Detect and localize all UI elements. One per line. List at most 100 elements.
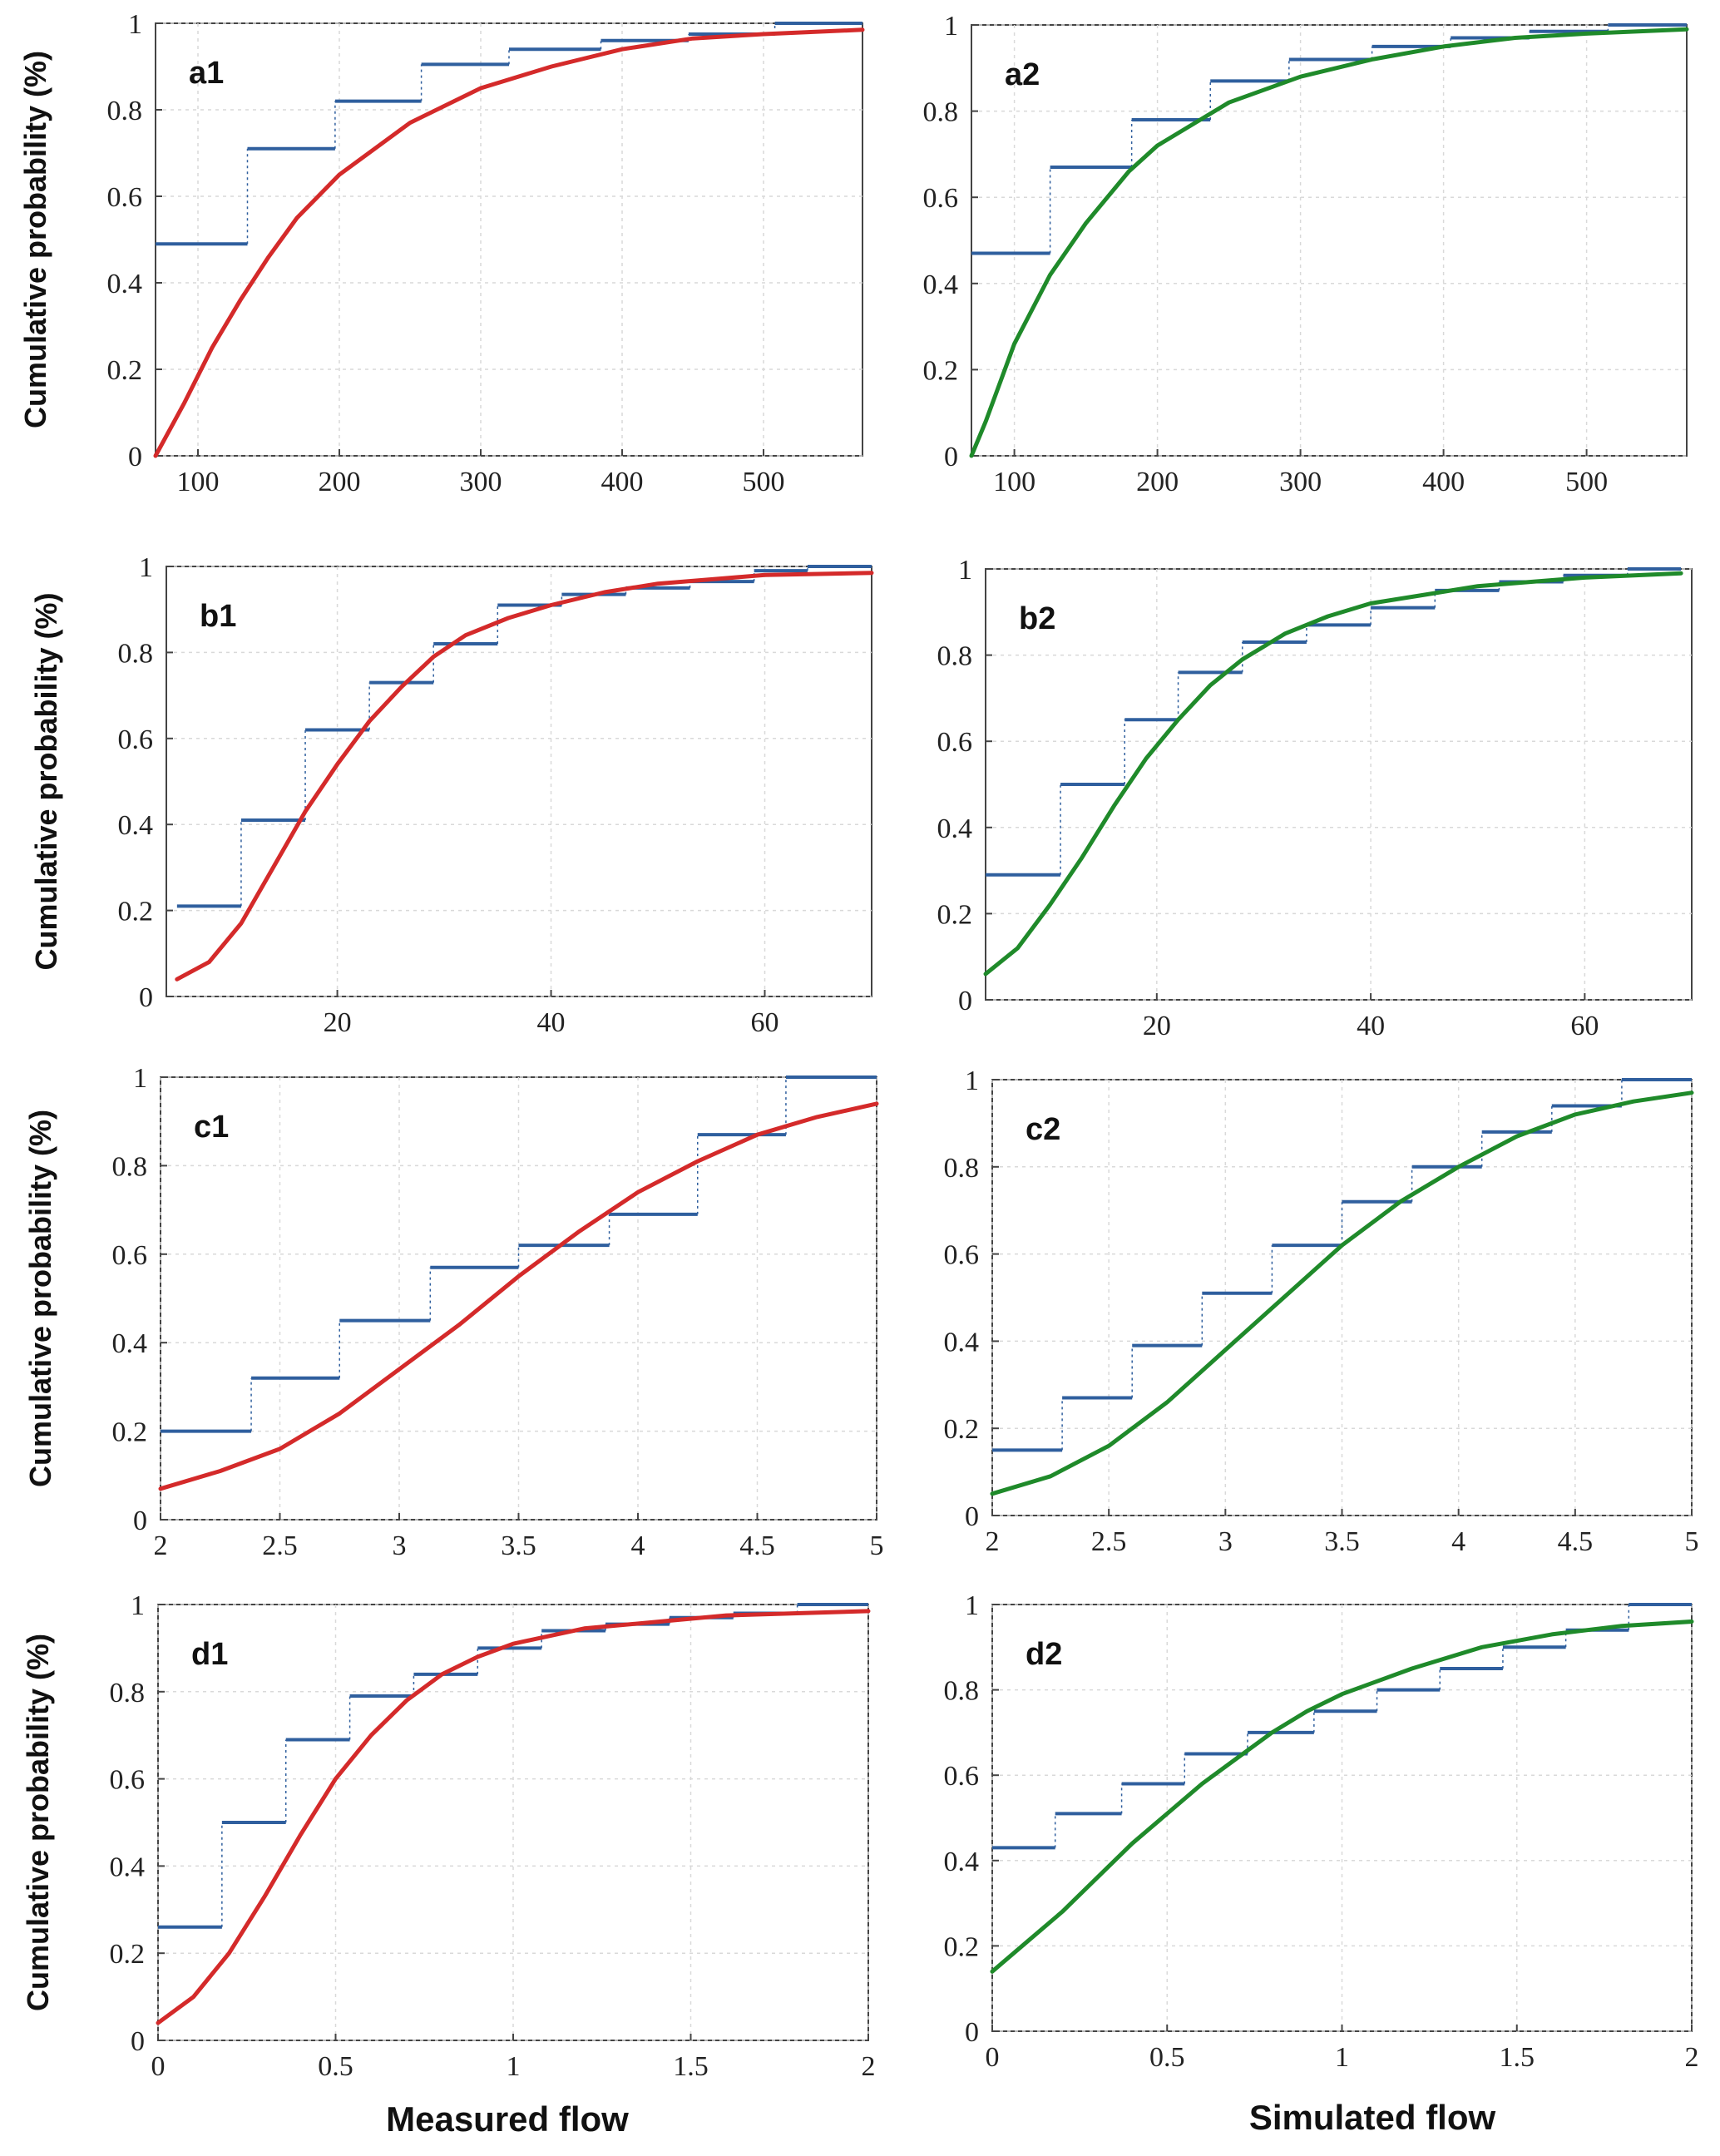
x-tick-label: 3.5 — [1324, 1526, 1360, 1557]
y-axis-title: Cumulative probability (%) — [23, 1110, 57, 1487]
y-tick-label: 0.4 — [923, 270, 959, 300]
panel-c1: 2 2.5 3 3.5 4 4.5 5 0 0.2 0.4 0.6 0.8 1 c1 Cumulative … — [23, 1063, 884, 1561]
y-tick-label: 0.8 — [944, 1153, 980, 1184]
y-tick-label: 0.6 — [110, 1765, 146, 1796]
y-tick-label: 0 — [131, 2026, 145, 2057]
y-axis-title: Cumulative probability (%) — [18, 51, 52, 428]
y-tick-label: 0.6 — [118, 724, 154, 755]
x-tick-label: 500 — [1565, 467, 1608, 497]
panel-d1: 0 0.5 1 1.5 2 0 0.2 0.4 0.6 0.8 1 d1 Cumulative prob… — [21, 1590, 876, 2082]
x-tick-label: 400 — [601, 467, 644, 497]
y-tick-label: 0.6 — [944, 1240, 980, 1271]
y-tick-label: 1 — [133, 1063, 147, 1094]
x-tick-label: 1.5 — [673, 2051, 709, 2082]
y-tick-label: 0 — [965, 1501, 979, 1532]
y-tick-label: 0.2 — [110, 1939, 146, 1970]
x-tick-label: 4 — [1451, 1526, 1465, 1557]
y-tick-label: 0.4 — [112, 1328, 148, 1359]
plot-frame — [166, 566, 872, 997]
fitted-cdf-curve — [158, 1101, 879, 1491]
x-tick-label: 0.5 — [1149, 2042, 1185, 2073]
y-tick-label: 0.2 — [944, 1931, 980, 1962]
x-tick-label: 500 — [743, 467, 785, 497]
x-tick-label: 60 — [1570, 1011, 1599, 1041]
y-tick-label: 0.8 — [110, 1678, 146, 1708]
y-tick-label: 0.2 — [107, 355, 143, 386]
y-tick-label: 1 — [965, 1590, 979, 1621]
y-tick-label: 0.4 — [937, 813, 973, 844]
panel-d2: 0 0.5 1 1.5 2 0 0.2 0.4 0.6 0.8 1 d2 — [944, 1590, 1699, 2073]
y-tick-label: 0.6 — [107, 182, 143, 213]
x-tick-label: 300 — [1279, 467, 1322, 497]
y-tick-label: 0.6 — [923, 183, 959, 214]
x-tick-label: 300 — [460, 467, 502, 497]
x-tick-label: 0.5 — [318, 2051, 353, 2082]
y-tick-label: 0.2 — [112, 1417, 148, 1448]
y-tick-label: 0.6 — [937, 727, 973, 758]
y-tick-label: 0.2 — [118, 897, 154, 927]
x-tick-label: 2 — [986, 1526, 1000, 1557]
x-title-simulated: Simulated flow — [1249, 2098, 1496, 2137]
x-tick-label: 400 — [1422, 467, 1465, 497]
fitted-cdf-curve — [153, 27, 865, 458]
y-tick-label: 0.4 — [944, 1847, 980, 1877]
panel-a2: 100 200 300 400 500 0 0.2 0.4 0.6 0.8 1 a2 — [923, 11, 1689, 497]
y-tick-label: 0.4 — [118, 810, 154, 841]
plot-frame — [991, 1604, 1693, 2032]
plot-frame — [971, 24, 1688, 457]
y-axis-title: Cumulative probability (%) — [21, 1634, 55, 2011]
x-tick-label: 2 — [1685, 2042, 1699, 2073]
x-tick-label: 3.5 — [501, 1530, 536, 1561]
x-tick-label: 200 — [1136, 467, 1179, 497]
y-tick-label: 0.6 — [112, 1240, 148, 1271]
panel-c2: 2 2.5 3 3.5 4 4.5 5 0 0.2 0.4 0.6 0.8 1 c2 — [944, 1066, 1699, 1557]
panel-label: a2 — [1005, 57, 1040, 92]
panel-label: b1 — [200, 599, 236, 634]
y-tick-label: 0.4 — [110, 1852, 146, 1882]
panel-a1: 100 200 300 400 500 0 0.2 0.4 0.6 0.8 1 a1 Cumulativ… — [18, 9, 865, 497]
panel-b1: 20 40 60 0 0.2 0.4 0.6 0.8 1 b1 Cumulative probabi… — [29, 552, 874, 1038]
x-tick-label: 200 — [319, 467, 361, 497]
panel-label: a1 — [189, 56, 224, 91]
x-tick-label: 2 — [154, 1530, 168, 1561]
x-tick-label: 100 — [993, 467, 1035, 497]
panel-label: c1 — [194, 1110, 229, 1145]
panel-label: b2 — [1019, 601, 1055, 636]
y-tick-label: 0.2 — [944, 1414, 980, 1445]
x-tick-label: 2.5 — [1091, 1526, 1127, 1557]
y-tick-label: 0.8 — [937, 641, 973, 672]
y-tick-label: 0.8 — [107, 96, 143, 126]
x-title-measured: Measured flow — [386, 2099, 629, 2139]
panel-b2: 20 40 60 0 0.2 0.4 0.6 0.8 1 b2 — [937, 555, 1693, 1041]
y-tick-label: 0.2 — [937, 899, 973, 930]
y-tick-label: 1 — [139, 552, 153, 583]
x-tick-label: 20 — [324, 1007, 352, 1038]
x-tick-label: 4.5 — [739, 1530, 775, 1561]
y-tick-label: 0.8 — [944, 1676, 980, 1707]
y-tick-label: 0 — [133, 1506, 147, 1536]
panel-label: d1 — [191, 1637, 228, 1672]
panel-label: d2 — [1026, 1637, 1062, 1672]
x-tick-label: 60 — [751, 1007, 779, 1038]
x-tick-label: 3 — [1218, 1526, 1233, 1557]
x-tick-label: 0 — [151, 2051, 166, 2082]
y-tick-label: 0 — [965, 2017, 979, 2048]
y-tick-label: 0 — [128, 442, 142, 472]
fitted-cdf-curve — [983, 571, 1683, 977]
x-tick-label: 4.5 — [1558, 1526, 1594, 1557]
y-tick-label: 0 — [139, 982, 153, 1013]
fitted-cdf-curve — [156, 1609, 871, 2025]
x-tick-label: 2.5 — [262, 1530, 298, 1561]
y-tick-label: 0.6 — [944, 1761, 980, 1792]
y-tick-label: 1 — [128, 9, 142, 40]
x-tick-label: 3 — [393, 1530, 407, 1561]
fitted-cdf-curve — [969, 27, 1689, 458]
x-tick-label: 1 — [507, 2051, 521, 2082]
fitted-cdf-curve — [175, 571, 874, 982]
x-tick-label: 5 — [1685, 1526, 1699, 1557]
y-axis-title: Cumulative probability (%) — [29, 592, 63, 970]
x-tick-label: 4 — [631, 1530, 645, 1561]
y-tick-label: 0 — [958, 986, 972, 1016]
x-tick-label: 40 — [1357, 1011, 1385, 1041]
y-tick-label: 1 — [131, 1590, 145, 1621]
